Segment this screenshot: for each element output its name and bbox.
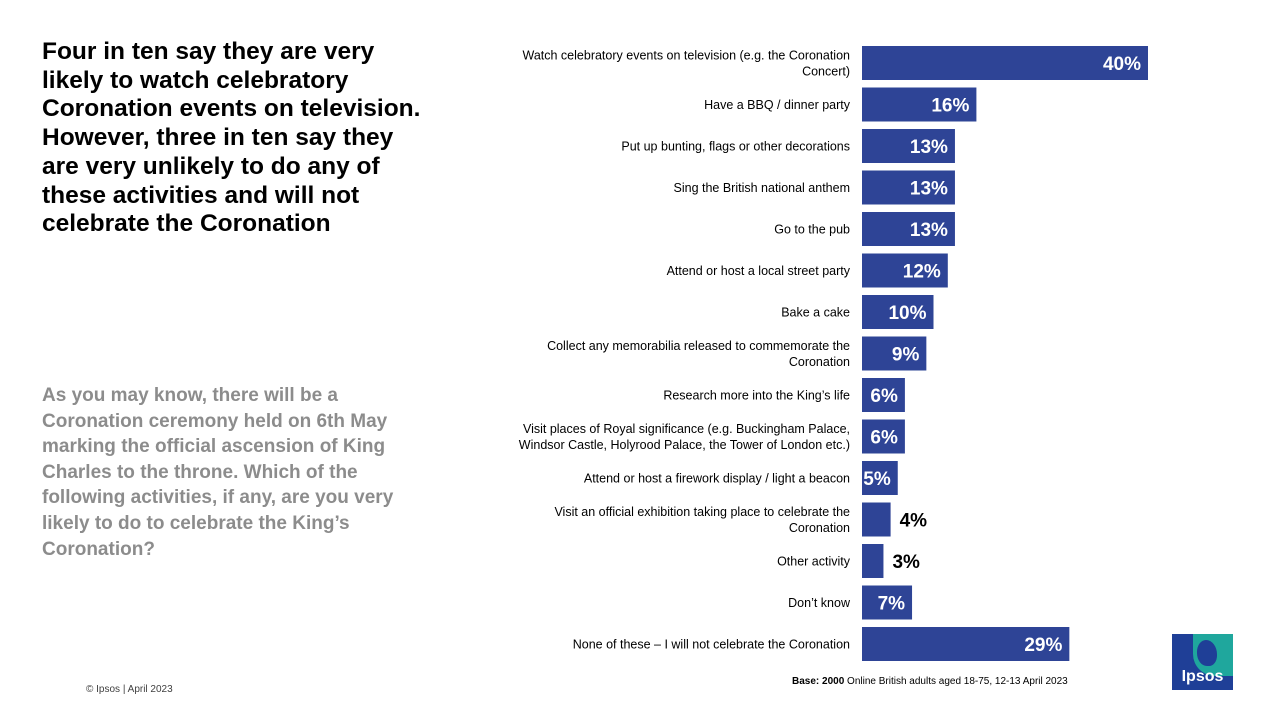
value-label-2: 13% bbox=[910, 137, 948, 158]
base-text: Online British adults aged 18-75, 12-13 … bbox=[844, 676, 1068, 687]
bar-5 bbox=[862, 253, 948, 288]
bar-0 bbox=[862, 46, 1148, 80]
value-label-6: 10% bbox=[888, 303, 926, 324]
bar-10 bbox=[862, 461, 898, 495]
category-label-14-0: None of these – I will not celebrate the… bbox=[573, 638, 850, 652]
copyright-footer: © Ipsos | April 2023 bbox=[86, 684, 173, 695]
value-label-9: 6% bbox=[870, 428, 898, 449]
category-label-4-0: Go to the pub bbox=[774, 223, 850, 237]
category-label-5-0: Attend or host a local street party bbox=[667, 264, 851, 278]
bar-11 bbox=[862, 502, 891, 537]
category-label-11-1: Coronation bbox=[789, 521, 850, 535]
category-label-3-0: Sing the British national anthem bbox=[674, 181, 851, 195]
base-label: Base: 2000 bbox=[792, 676, 845, 687]
ipsos-logo-icon: Ipsos bbox=[1172, 634, 1233, 690]
value-label-11: 4% bbox=[900, 511, 928, 532]
value-label-1: 16% bbox=[931, 96, 969, 117]
category-label-13-0: Don’t know bbox=[788, 596, 851, 610]
category-label-6-0: Bake a cake bbox=[781, 306, 850, 320]
category-label-10-0: Attend or host a firework display / ligh… bbox=[584, 472, 850, 486]
headline: Four in ten say they are very likely to … bbox=[42, 38, 421, 238]
bar-8 bbox=[862, 378, 905, 412]
bar-7 bbox=[862, 336, 927, 371]
bar-4 bbox=[862, 212, 955, 246]
category-label-0-1: Concert) bbox=[802, 65, 850, 79]
logo-head-silhouette bbox=[1197, 640, 1217, 666]
value-label-13: 7% bbox=[878, 594, 906, 615]
value-label-8: 6% bbox=[870, 386, 898, 407]
category-label-7-1: Coronation bbox=[789, 355, 850, 369]
category-label-7-0: Collect any memorabilia released to comm… bbox=[547, 339, 850, 353]
bar-9 bbox=[862, 419, 905, 454]
category-label-2-0: Put up bunting, flags or other decoratio… bbox=[621, 140, 850, 154]
value-label-3: 13% bbox=[910, 179, 948, 200]
category-label-11-0: Visit an official exhibition taking plac… bbox=[554, 505, 850, 519]
value-label-7: 9% bbox=[892, 345, 920, 366]
base-note: Base: 2000 Online British adults aged 18… bbox=[792, 676, 1068, 687]
bar-13 bbox=[862, 585, 913, 620]
category-label-1-0: Have a BBQ / dinner party bbox=[704, 98, 851, 112]
bar-6 bbox=[862, 295, 934, 329]
bar-3 bbox=[862, 170, 955, 205]
category-label-9-1: Windsor Castle, Holyrood Palace, the Tow… bbox=[519, 438, 850, 452]
value-label-0: 40% bbox=[1103, 54, 1141, 75]
survey-question: As you may know, there will be a Coronat… bbox=[42, 385, 394, 560]
category-label-8-0: Research more into the King’s life bbox=[663, 389, 850, 403]
value-label-5: 12% bbox=[903, 262, 941, 283]
value-label-10: 5% bbox=[863, 469, 891, 490]
value-label-14: 29% bbox=[1024, 635, 1062, 656]
bar-12 bbox=[862, 544, 884, 578]
category-label-9-0: Visit places of Royal significance (e.g.… bbox=[523, 422, 850, 436]
bar-1 bbox=[862, 87, 977, 122]
value-label-4: 13% bbox=[910, 220, 948, 241]
logo-wordmark: Ipsos bbox=[1181, 668, 1224, 685]
category-label-0-0: Watch celebratory events on television (… bbox=[523, 49, 851, 63]
bar-14 bbox=[862, 627, 1070, 661]
value-label-12: 3% bbox=[892, 552, 920, 573]
bar-2 bbox=[862, 129, 955, 163]
category-label-12-0: Other activity bbox=[777, 555, 851, 569]
